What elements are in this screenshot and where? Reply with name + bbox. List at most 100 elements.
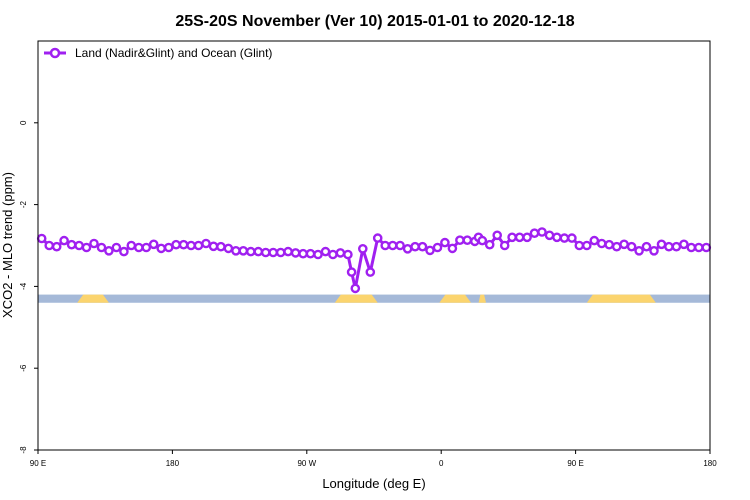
data-point-32	[275, 247, 286, 258]
data-point-56	[447, 243, 458, 254]
data-point-14	[141, 242, 152, 253]
data-point-83	[641, 241, 652, 252]
data-point-26	[231, 245, 241, 256]
y-tick-label-0: 0	[19, 120, 28, 125]
data-point-11	[119, 246, 129, 257]
data-point-10	[111, 242, 122, 253]
data-point-6	[81, 242, 92, 253]
data-point-66	[514, 232, 525, 243]
data-point-36	[305, 248, 316, 259]
data-point-45	[365, 267, 376, 277]
data-point-57	[455, 235, 465, 245]
data-point-87	[671, 241, 682, 252]
x-tick-label-5: 180	[703, 459, 717, 468]
data-point-46	[372, 233, 383, 243]
x-tick-label-0: 90 E	[30, 459, 46, 468]
data-point-16	[156, 243, 166, 254]
map-strip	[38, 294, 710, 303]
data-point-90	[694, 242, 704, 253]
y-axis: 0 -2 -4 -6 -8	[19, 120, 38, 454]
data-point-31	[268, 247, 279, 258]
data-point-78	[604, 239, 615, 250]
data-point-27	[238, 245, 249, 256]
data-point-72	[559, 233, 570, 243]
data-point-79	[611, 241, 622, 252]
data-point-41	[343, 249, 353, 260]
data-point-0	[36, 233, 47, 244]
data-point-18	[171, 239, 181, 250]
data-point-5	[74, 240, 84, 251]
data-point-44	[357, 243, 368, 254]
land-segment-4	[586, 294, 656, 303]
data-point-15	[148, 239, 159, 250]
data-point-30	[260, 247, 271, 258]
data-point-58	[462, 235, 473, 245]
data-point-64	[499, 240, 510, 251]
data-point-70	[544, 230, 555, 241]
data-point-29	[253, 246, 264, 257]
land-segment-1	[334, 294, 378, 303]
data-point-23	[208, 241, 219, 252]
data-point-9	[104, 245, 114, 256]
y-tick-label-4: -8	[19, 446, 28, 454]
legend-marker-swatch	[49, 47, 61, 59]
data-point-47	[380, 240, 391, 251]
data-point-7	[89, 238, 99, 249]
data-point-76	[589, 235, 600, 246]
data-point-24	[216, 241, 226, 252]
data-point-43	[350, 283, 361, 294]
land-segment-3	[478, 294, 486, 303]
data-point-33	[283, 246, 293, 257]
data-point-22	[201, 238, 211, 249]
data-point-51	[410, 241, 420, 252]
plot-frame	[37, 40, 711, 451]
land-segments	[77, 294, 656, 303]
data-point-48	[387, 240, 398, 251]
data-point-52	[417, 241, 428, 252]
data-point-42	[346, 267, 357, 277]
data-point-55	[440, 237, 450, 248]
data-point-82	[634, 245, 644, 256]
data-point-81	[626, 241, 637, 252]
series-points	[36, 227, 712, 294]
series-group	[36, 227, 712, 294]
data-point-4	[66, 239, 77, 250]
legend-entry: Land (Nadir&Glint) and Ocean (Glint)	[75, 46, 272, 60]
data-point-3	[59, 235, 69, 246]
y-tick-label-1: -2	[19, 200, 28, 208]
data-point-77	[596, 238, 607, 249]
data-point-67	[522, 232, 532, 243]
data-point-37	[313, 249, 323, 260]
data-point-28	[245, 246, 256, 257]
x-tick-label-4: 90 E	[567, 459, 583, 468]
data-point-54	[432, 242, 443, 253]
data-point-13	[133, 242, 144, 253]
data-point-91	[701, 242, 712, 253]
data-point-34	[290, 248, 301, 258]
data-point-61	[477, 235, 488, 246]
data-point-17	[163, 242, 174, 253]
data-point-25	[223, 243, 234, 254]
data-point-2	[51, 241, 62, 252]
y-tick-label-3: -6	[19, 364, 28, 372]
x-tick-label-3: 0	[439, 459, 444, 468]
data-point-65	[507, 232, 517, 243]
data-point-8	[96, 242, 107, 253]
land-segment-2	[439, 294, 472, 303]
data-point-86	[664, 241, 674, 252]
data-point-85	[656, 239, 667, 250]
data-point-80	[619, 239, 629, 250]
data-point-74	[574, 240, 585, 251]
x-tick-label-2: 90 W	[297, 459, 316, 468]
data-point-19	[178, 239, 189, 250]
data-point-53	[425, 245, 435, 256]
data-point-73	[567, 233, 577, 243]
data-point-89	[686, 242, 697, 253]
data-point-40	[335, 248, 346, 258]
data-point-88	[679, 239, 689, 250]
data-point-21	[193, 240, 204, 251]
legend: Land (Nadir&Glint) and Ocean (Glint)	[44, 46, 272, 60]
x-axis: 90 E 180 90 W 0 90 E 180	[30, 450, 717, 468]
data-point-69	[537, 227, 547, 237]
